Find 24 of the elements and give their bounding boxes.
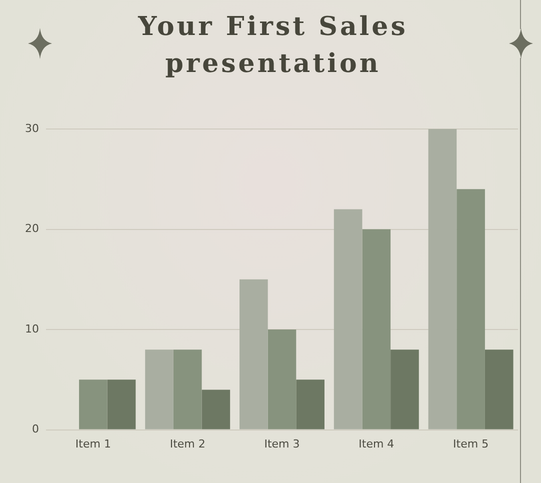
bar bbox=[334, 209, 362, 430]
bar bbox=[79, 380, 108, 430]
bar bbox=[145, 350, 174, 430]
x-tick-label: Item 5 bbox=[453, 437, 489, 450]
y-tick-label: 20 bbox=[25, 222, 39, 236]
bar bbox=[107, 380, 136, 430]
bar bbox=[484, 350, 514, 430]
x-tick-label: Item 1 bbox=[75, 437, 111, 450]
x-tick-label: Item 3 bbox=[264, 437, 300, 450]
chart-title: Your First Sales presentation bbox=[136, 11, 409, 81]
bar bbox=[456, 189, 485, 430]
bar bbox=[268, 330, 296, 430]
y-tick-label: 30 bbox=[25, 122, 39, 135]
bar bbox=[173, 350, 202, 430]
y-tick-label: 0 bbox=[32, 422, 39, 436]
bar bbox=[428, 129, 457, 430]
bar bbox=[296, 380, 324, 430]
bar bbox=[202, 390, 230, 430]
x-tick-label: Item 2 bbox=[170, 437, 206, 450]
bar bbox=[390, 350, 419, 430]
bar bbox=[240, 279, 268, 430]
x-tick-label: Item 4 bbox=[358, 437, 394, 450]
bar bbox=[362, 229, 391, 430]
y-tick-label: 10 bbox=[25, 322, 39, 336]
